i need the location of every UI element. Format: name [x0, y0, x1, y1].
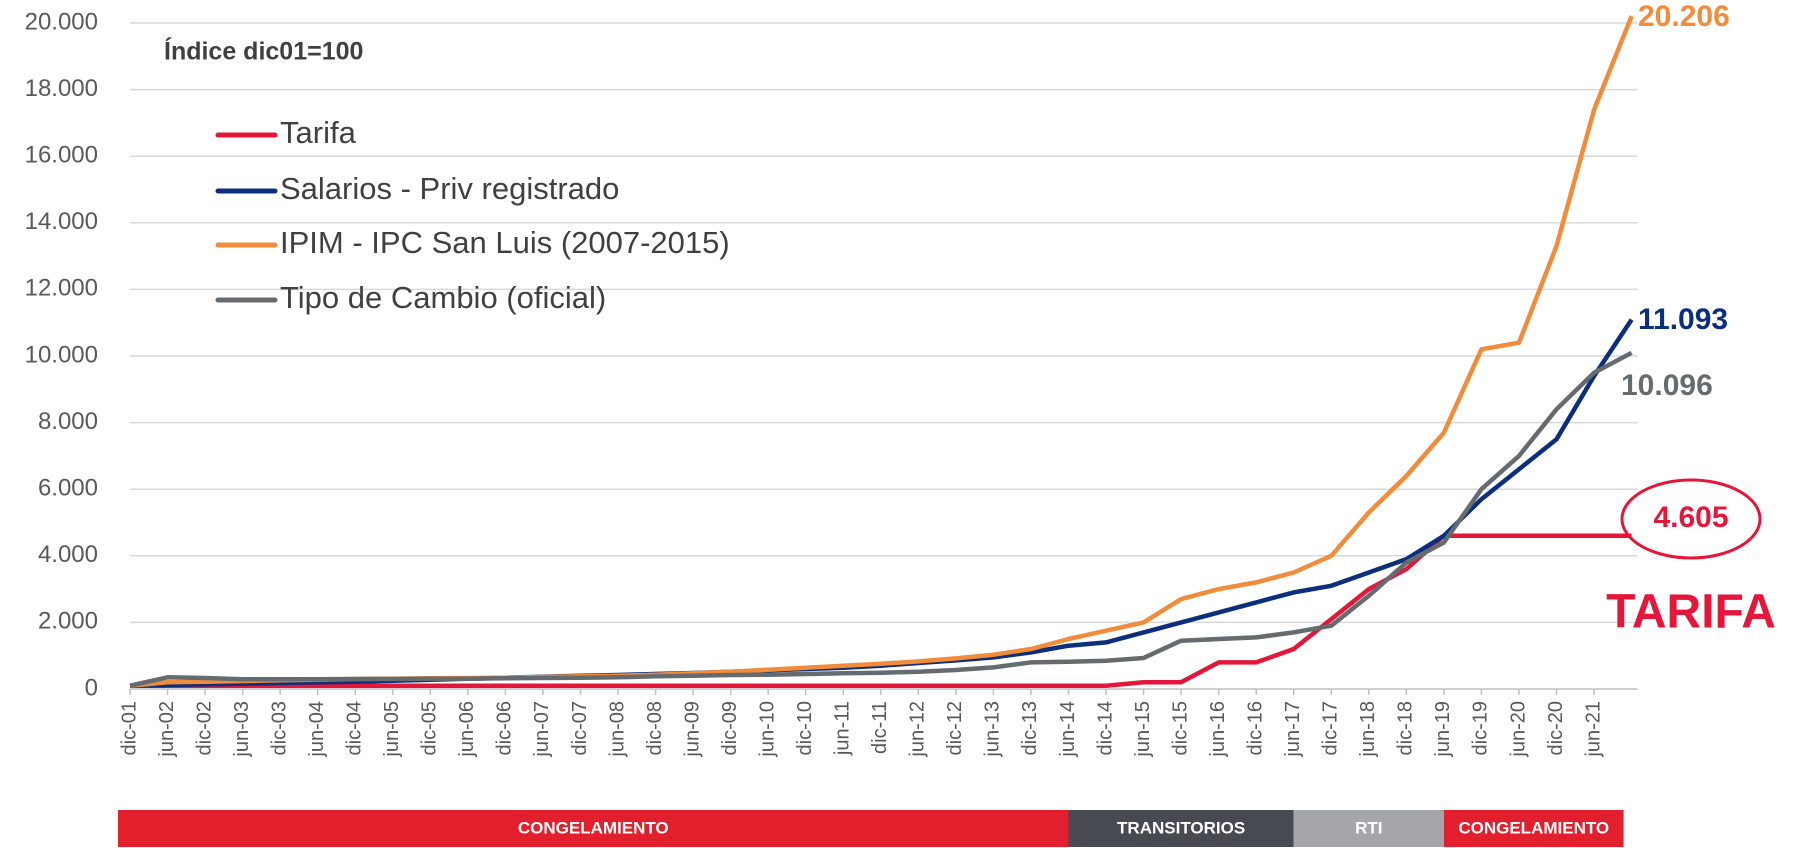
x-tick-label: jun-03	[231, 701, 253, 758]
legend-label: Tipo de Cambio (oficial)	[280, 280, 606, 315]
x-tick-label: jun-14	[1057, 701, 1079, 758]
annotation: TARIFA	[1606, 586, 1776, 639]
y-tick-label: 20.000	[25, 8, 98, 35]
x-tick-label: dic-07	[569, 701, 591, 755]
x-tick-label: dic-15	[1169, 701, 1191, 755]
x-tick-label: dic-17	[1320, 701, 1342, 755]
x-tick-label: dic-10	[794, 701, 816, 755]
x-tick-label: jun-07	[531, 701, 553, 758]
y-tick-label: 12.000	[25, 275, 98, 302]
y-tick-label: 18.000	[25, 75, 98, 102]
x-tick-label: dic-08	[644, 701, 666, 755]
y-tick-label: 14.000	[25, 208, 98, 235]
x-tick-label: jun-12	[907, 701, 929, 758]
x-tick-label: dic-04	[344, 701, 366, 755]
end-label: 11.093	[1638, 303, 1728, 336]
x-tick-label: dic-20	[1545, 701, 1567, 755]
x-tick-label: dic-19	[1470, 701, 1492, 755]
y-tick-label: 8.000	[38, 408, 98, 435]
phase-bar	[1443, 810, 1624, 847]
chart-subtitle: Índice dic01=100	[164, 37, 363, 66]
x-tick-label: jun-18	[1357, 701, 1379, 758]
x-tick-label: jun-17	[1282, 701, 1304, 758]
end-label-circle	[1620, 478, 1762, 560]
y-tick-label: 16.000	[25, 142, 98, 169]
x-tick-label: jun-06	[456, 701, 478, 758]
y-tick-label: 0	[85, 674, 98, 701]
x-tick-label: dic-12	[944, 701, 966, 755]
end-label: 4.605	[1653, 501, 1728, 534]
y-tick-label: 2.000	[38, 608, 98, 635]
x-tick-label: jun-21	[1582, 701, 1604, 758]
x-tick-label: jun-11	[832, 701, 854, 756]
x-tick-label: dic-02	[193, 701, 215, 755]
x-tick-label: jun-16	[1207, 701, 1229, 758]
x-tick-label: dic-01	[118, 701, 140, 755]
x-tick-label: jun-19	[1432, 701, 1454, 758]
x-tick-label: dic-18	[1395, 701, 1417, 755]
x-tick-label: dic-13	[1019, 701, 1041, 755]
phase-label: CONGELAMIENTO	[1458, 818, 1609, 837]
x-tick-label: jun-08	[606, 701, 628, 758]
series-line	[129, 318, 1634, 688]
phase-label: CONGELAMIENTO	[518, 818, 669, 837]
x-tick-label: dic-11	[869, 701, 891, 754]
phase-bar	[118, 810, 1069, 847]
x-tick-label: dic-16	[1244, 701, 1266, 755]
x-tick-label: jun-15	[1132, 701, 1154, 758]
x-tick-label: dic-14	[1094, 701, 1116, 755]
x-tick-label: jun-05	[381, 701, 403, 758]
x-tick-label: dic-06	[494, 701, 516, 755]
x-tick-label: dic-05	[419, 701, 441, 755]
phase-label: RTI	[1355, 818, 1382, 837]
x-tick-label: jun-09	[681, 701, 703, 758]
legend-label: Salarios - Priv registrado	[280, 171, 619, 206]
end-label: 20.206	[1638, 0, 1730, 33]
end-label: 10.096	[1621, 369, 1713, 402]
x-tick-label: dic-03	[268, 701, 290, 755]
x-tick-label: jun-10	[756, 701, 778, 758]
phase-bar	[1293, 810, 1444, 847]
y-tick-label: 10.000	[25, 341, 98, 368]
y-tick-label: 4.000	[38, 541, 98, 568]
series-line	[129, 350, 1633, 688]
x-tick-label: dic-09	[719, 701, 741, 755]
legend-label: Tarifa	[280, 115, 357, 150]
y-tick-label: 6.000	[38, 475, 98, 502]
x-tick-label: jun-04	[306, 701, 328, 758]
phase-bar	[1068, 810, 1294, 847]
x-tick-label: jun-02	[156, 701, 178, 758]
x-tick-label: jun-20	[1507, 701, 1529, 758]
x-tick-label: jun-13	[982, 701, 1004, 758]
phase-label: TRANSITORIOS	[1117, 818, 1245, 837]
legend-label: IPIM - IPC San Luis (2007-2015)	[280, 225, 730, 260]
